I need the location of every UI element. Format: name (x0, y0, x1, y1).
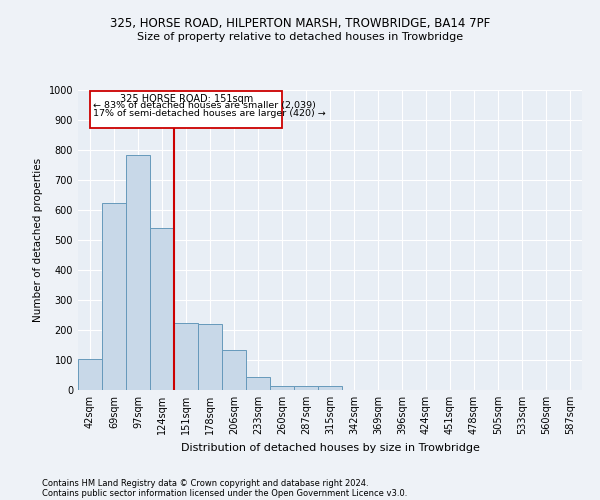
Y-axis label: Number of detached properties: Number of detached properties (33, 158, 43, 322)
Bar (318, 386, 342, 390)
Text: Contains HM Land Registry data © Crown copyright and database right 2024.: Contains HM Land Registry data © Crown c… (42, 478, 368, 488)
Text: 325 HORSE ROAD: 151sqm: 325 HORSE ROAD: 151sqm (119, 94, 253, 104)
Bar (222, 350, 246, 390)
Bar (78, 359, 102, 390)
Bar (198, 324, 222, 390)
Bar (150, 228, 174, 390)
Bar (270, 386, 294, 390)
Bar (174, 324, 198, 390)
X-axis label: Distribution of detached houses by size in Trowbridge: Distribution of detached houses by size … (181, 442, 479, 452)
Bar (102, 202, 126, 390)
Bar (294, 386, 318, 390)
Bar (126, 154, 150, 390)
Text: Contains public sector information licensed under the Open Government Licence v3: Contains public sector information licen… (42, 488, 407, 498)
Text: 17% of semi-detached houses are larger (420) →: 17% of semi-detached houses are larger (… (93, 108, 326, 118)
Text: ← 83% of detached houses are smaller (2,039): ← 83% of detached houses are smaller (2,… (93, 102, 316, 110)
FancyBboxPatch shape (91, 91, 282, 128)
Bar (246, 378, 270, 390)
Text: Size of property relative to detached houses in Trowbridge: Size of property relative to detached ho… (137, 32, 463, 42)
Text: 325, HORSE ROAD, HILPERTON MARSH, TROWBRIDGE, BA14 7PF: 325, HORSE ROAD, HILPERTON MARSH, TROWBR… (110, 18, 490, 30)
